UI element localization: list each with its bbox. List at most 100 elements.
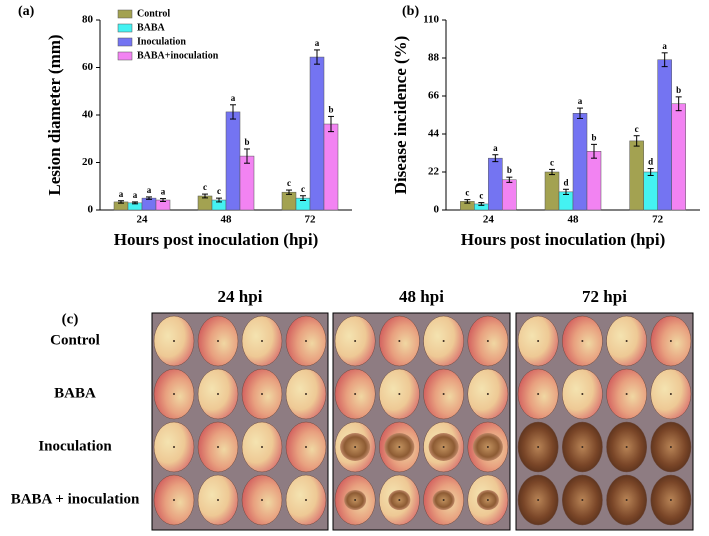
inoculation-point bbox=[486, 340, 489, 342]
column-title: 72 hpi bbox=[582, 287, 627, 306]
significance-letter: a bbox=[161, 187, 166, 197]
bar bbox=[671, 103, 686, 211]
inoculation-point bbox=[669, 446, 672, 448]
inoculation-point bbox=[305, 446, 307, 448]
inoculation-point bbox=[537, 499, 540, 501]
inoculation-point bbox=[537, 393, 540, 395]
inoculation-point bbox=[486, 446, 489, 448]
inoculation-point bbox=[398, 499, 401, 501]
significance-letter: a bbox=[119, 189, 124, 199]
y-axis-title: Disease incidence (%) bbox=[391, 36, 410, 195]
bar bbox=[657, 59, 672, 211]
inoculation-point bbox=[261, 340, 263, 342]
bar bbox=[643, 171, 658, 211]
inoculation-point bbox=[354, 446, 357, 448]
y-tick-label: 0 bbox=[88, 204, 94, 216]
inoculation-point bbox=[354, 340, 357, 342]
inoculation-point bbox=[442, 393, 445, 395]
inoculation-point bbox=[261, 499, 263, 501]
x-tick-label: 48 bbox=[568, 214, 580, 226]
significance-letter: a bbox=[315, 38, 320, 48]
inoculation-point bbox=[217, 446, 219, 448]
inoculation-point bbox=[217, 499, 219, 501]
x-axis-title: Hours post inoculation (hpi) bbox=[461, 230, 666, 249]
significance-letter: b bbox=[591, 132, 596, 142]
inoculation-point bbox=[486, 393, 489, 395]
panel-label: (b) bbox=[402, 4, 419, 19]
significance-letter: b bbox=[676, 85, 681, 95]
inoculation-point bbox=[261, 446, 263, 448]
y-tick-label: 80 bbox=[82, 14, 94, 26]
significance-letter: a bbox=[662, 41, 667, 51]
y-tick-label: 0 bbox=[434, 204, 440, 216]
bar bbox=[502, 179, 517, 211]
legend-swatch bbox=[117, 51, 133, 61]
bar bbox=[629, 140, 644, 211]
legend-label: BABA bbox=[137, 22, 166, 33]
legend-label: Control bbox=[137, 8, 170, 19]
bar bbox=[488, 157, 503, 211]
x-axis-title: Hours post inoculation (hpi) bbox=[114, 230, 319, 249]
x-tick-label: 72 bbox=[305, 214, 317, 226]
panel-label: (a) bbox=[18, 4, 35, 19]
significance-letter: c bbox=[203, 182, 207, 192]
y-axis-title: Lesion diameter (mm) bbox=[45, 34, 64, 195]
inoculation-point bbox=[669, 340, 672, 342]
bar bbox=[544, 171, 560, 211]
y-tick-label: 110 bbox=[423, 14, 439, 26]
y-tick-label: 20 bbox=[82, 156, 94, 168]
inoculation-point bbox=[581, 499, 584, 501]
x-tick-label: 48 bbox=[221, 214, 233, 226]
inoculation-point bbox=[398, 393, 401, 395]
panel-label: (c) bbox=[62, 311, 79, 327]
y-tick-label: 66 bbox=[428, 90, 440, 102]
significance-letter: b bbox=[244, 137, 249, 147]
bar bbox=[239, 155, 255, 211]
inoculation-point bbox=[173, 393, 175, 395]
significance-letter: c bbox=[217, 186, 221, 196]
significance-letter: a bbox=[147, 185, 152, 195]
row-label: Control bbox=[50, 332, 100, 348]
significance-letter: c bbox=[301, 184, 305, 194]
inoculation-point bbox=[442, 340, 445, 342]
inoculation-point bbox=[442, 446, 445, 448]
row-label: BABA bbox=[54, 385, 96, 401]
x-tick-label: 24 bbox=[483, 214, 495, 226]
y-tick-label: 60 bbox=[82, 61, 94, 73]
inoculation-point bbox=[537, 340, 540, 342]
inoculation-point bbox=[625, 393, 628, 395]
significance-letter: d bbox=[648, 157, 653, 167]
significance-letter: c bbox=[479, 191, 483, 201]
legend-swatch bbox=[117, 23, 133, 33]
inoculation-point bbox=[398, 340, 401, 342]
significance-letter: d bbox=[563, 177, 568, 187]
inoculation-point bbox=[398, 446, 401, 448]
bar bbox=[281, 191, 297, 211]
inoculation-point bbox=[305, 393, 307, 395]
significance-letter: c bbox=[465, 188, 469, 198]
significance-letter: c bbox=[635, 124, 639, 134]
inoculation-point bbox=[305, 499, 307, 501]
significance-letter: a bbox=[231, 93, 236, 103]
y-tick-label: 88 bbox=[428, 52, 440, 64]
inoculation-point bbox=[581, 340, 584, 342]
inoculation-point bbox=[581, 446, 584, 448]
bar bbox=[586, 151, 602, 211]
column-title: 24 hpi bbox=[218, 287, 263, 306]
x-tick-label: 24 bbox=[137, 214, 149, 226]
legend-label: BABA+inoculation bbox=[137, 50, 219, 61]
y-tick-label: 40 bbox=[82, 109, 94, 121]
significance-letter: b bbox=[328, 104, 333, 114]
inoculation-point bbox=[669, 499, 672, 501]
inoculation-point bbox=[354, 393, 357, 395]
inoculation-point bbox=[669, 393, 672, 395]
inoculation-point bbox=[581, 393, 584, 395]
inoculation-point bbox=[537, 446, 540, 448]
column-title: 48 hpi bbox=[399, 287, 444, 306]
inoculation-point bbox=[625, 499, 628, 501]
inoculation-point bbox=[217, 340, 219, 342]
legend-swatch bbox=[117, 9, 133, 19]
y-tick-label: 22 bbox=[428, 166, 440, 178]
